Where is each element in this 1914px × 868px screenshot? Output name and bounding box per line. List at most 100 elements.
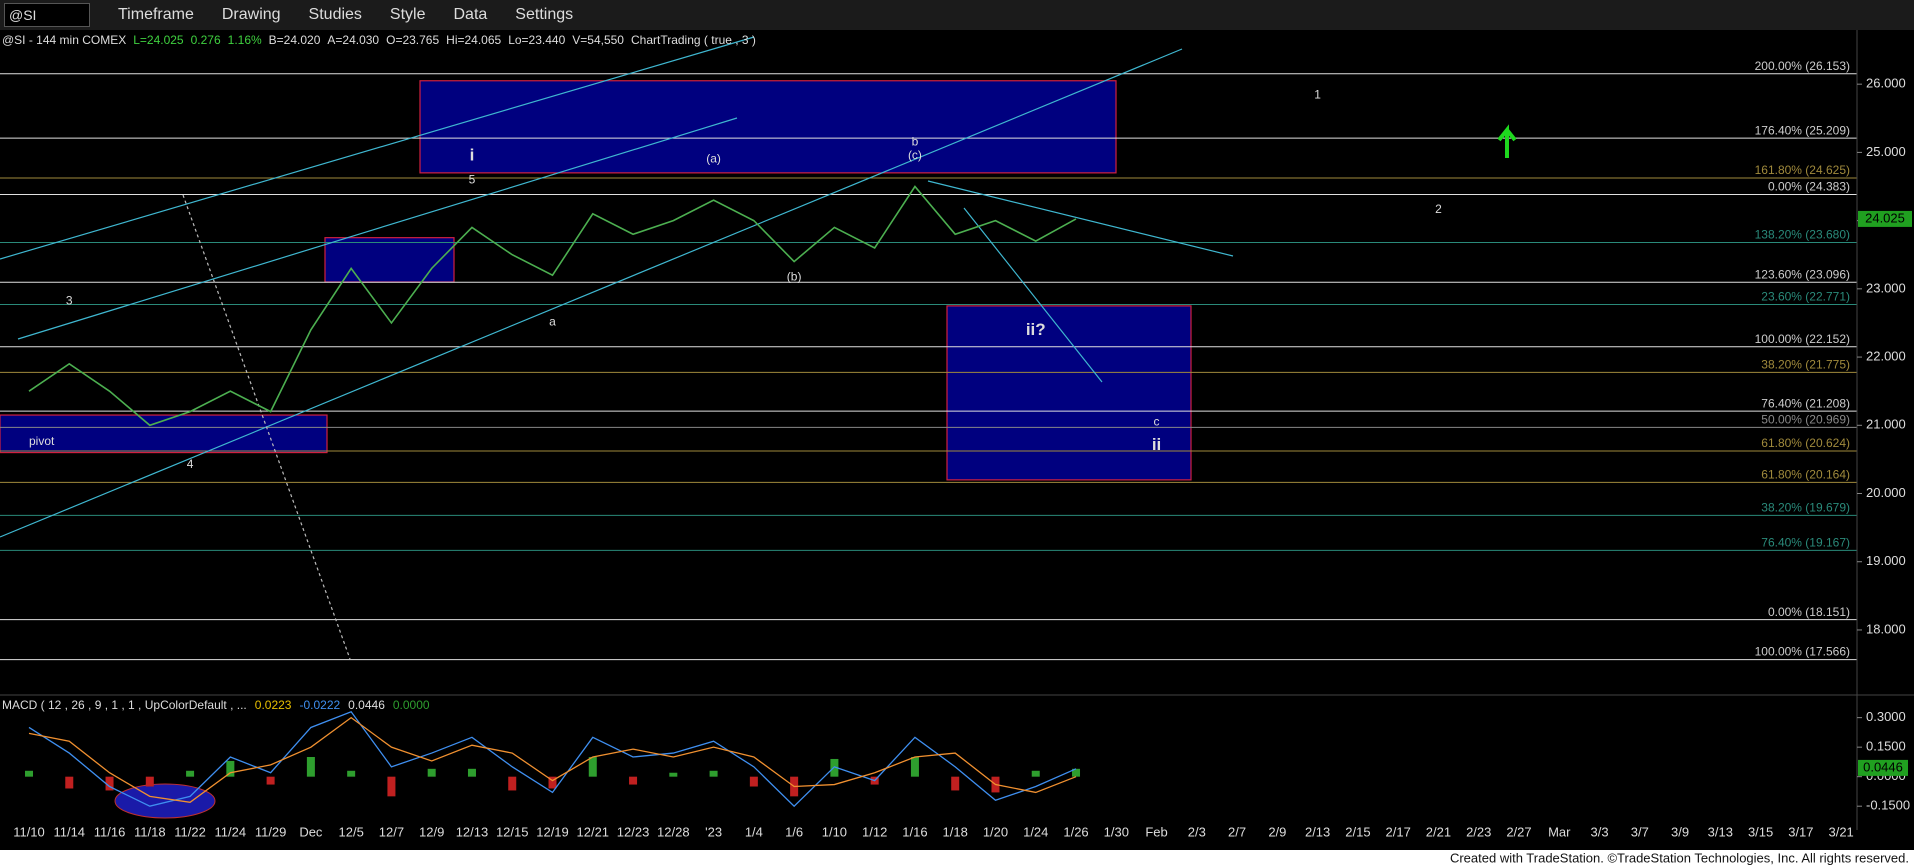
footer: Created with TradeStation. ©TradeStation… — [1450, 850, 1909, 865]
trend-line — [17, 117, 738, 340]
x-tick-label: 12/9 — [419, 824, 444, 839]
x-tick-label: 3/21 — [1828, 824, 1853, 839]
x-tick-label: 1/6 — [785, 824, 803, 839]
menu-item[interactable]: Settings — [515, 6, 574, 23]
x-tick-label: 2/23 — [1466, 824, 1491, 839]
x-tick-label: 11/16 — [94, 824, 126, 839]
x-tick-label: 12/21 — [577, 824, 610, 839]
trend-line — [182, 194, 351, 660]
trend-line — [0, 36, 755, 260]
footer-band — [0, 850, 1914, 868]
macd-histogram-bar — [467, 768, 476, 777]
macd-text: MACD ( 12 , 26 , 9 , 1 , 1 , UpColorDefa… — [2, 698, 247, 712]
x-tick-label: 12/5 — [339, 824, 364, 839]
toolbar: @SI Timeframe Drawing Studies Style Data… — [0, 0, 1914, 31]
macd-histogram-bar — [910, 757, 919, 777]
level-label: 61.80% (20.624) — [1761, 436, 1850, 450]
macd-histogram-bar — [709, 770, 718, 777]
macd-histogram-bar — [830, 758, 839, 777]
level-label: 0.00% (24.383) — [1768, 180, 1850, 194]
level-label: 161.80% (24.625) — [1755, 163, 1850, 177]
macd-histogram-bar — [669, 772, 678, 777]
info-text: 0.276 — [191, 33, 221, 47]
macd-histogram-bar — [226, 760, 235, 777]
wave-label: ii — [1152, 435, 1161, 454]
symbol-box[interactable]: @SI — [4, 3, 90, 27]
x-tick-label: 3/3 — [1590, 824, 1608, 839]
wave-label: 1 — [1314, 87, 1321, 101]
level-label: 123.60% (23.096) — [1755, 267, 1850, 281]
info-text: Hi=24.065 — [446, 33, 501, 47]
x-tick-label: Feb — [1145, 824, 1167, 839]
level-label: 23.60% (22.771) — [1761, 290, 1850, 304]
y-tick-label: 22.000 — [1866, 349, 1906, 364]
y-tick-label: 18.000 — [1866, 621, 1906, 636]
macd-histogram-bar — [65, 776, 74, 789]
x-tick-label: 1/12 — [862, 824, 887, 839]
zone — [324, 237, 455, 283]
y-tick-label: 26.000 — [1866, 76, 1906, 91]
macd-histogram-bar — [588, 757, 597, 777]
x-tick-label: 2/13 — [1305, 824, 1330, 839]
menu-item[interactable]: Drawing — [221, 6, 281, 23]
menu-item[interactable]: Studies — [308, 6, 362, 23]
y-tick-label: 25.000 — [1866, 144, 1906, 159]
wave-label: pivot — [29, 434, 55, 448]
menu-item[interactable]: Timeframe — [118, 6, 194, 23]
macd-text: 0.0000 — [393, 698, 430, 712]
level-label: 76.40% (21.208) — [1761, 396, 1850, 410]
y-tick-label: 23.000 — [1866, 280, 1906, 295]
macd-last-label: 0.0446 — [1863, 759, 1903, 774]
macd-histogram-bar — [548, 776, 557, 789]
level-label: 200.00% (26.153) — [1755, 59, 1850, 73]
x-tick-label: 11/29 — [255, 824, 287, 839]
arrow — [1497, 124, 1517, 158]
y-tick-label: -0.1500 — [1866, 798, 1910, 813]
x-tick-label: 1/20 — [983, 824, 1008, 839]
info-text: ChartTrading ( true , 3 ) — [631, 33, 756, 47]
wave-label: a — [549, 314, 556, 328]
wave-label: (c) — [908, 148, 922, 162]
x-tick-label: 2/15 — [1345, 824, 1370, 839]
level-label: 0.00% (18.151) — [1768, 605, 1850, 619]
x-tick-label: 1/18 — [943, 824, 968, 839]
level-label: 38.20% (21.775) — [1761, 358, 1850, 372]
macd-text: -0.0222 — [299, 698, 340, 712]
info-text: 1.16% — [228, 33, 262, 47]
x-tick-label: 3/9 — [1671, 824, 1689, 839]
info-text: @SI - 144 min COMEX — [2, 33, 126, 47]
wave-label: 2 — [1435, 202, 1442, 216]
price-line — [28, 185, 1077, 427]
level-label: 61.80% (20.164) — [1761, 467, 1850, 481]
chart: 200.00% (26.153)176.40% (25.209)161.80% … — [0, 30, 1914, 868]
last-price-label: 24.025 — [1865, 210, 1905, 225]
macd-last-tag — [1858, 759, 1908, 776]
level-label: 50.00% (20.969) — [1761, 413, 1850, 427]
macd-histogram-bar — [629, 776, 638, 785]
x-tick-label: 2/3 — [1188, 824, 1206, 839]
macd-text: 0.0446 — [348, 698, 385, 712]
macd-histogram-bar — [266, 776, 275, 785]
wave-label: i — [470, 145, 475, 164]
last-price-tag — [1858, 210, 1912, 227]
x-tick-label: 1/24 — [1023, 824, 1048, 839]
macd-histogram-bar — [951, 776, 960, 791]
x-tick-label: Dec — [299, 824, 323, 839]
x-tick-label: 2/7 — [1228, 824, 1246, 839]
menu-item[interactable]: Style — [389, 6, 426, 23]
info-text: Lo=23.440 — [508, 33, 565, 47]
level-label: 100.00% (17.566) — [1755, 645, 1850, 659]
y-tick-label: 20.000 — [1866, 485, 1906, 500]
x-tick-label: 12/28 — [657, 824, 690, 839]
macd-histogram-bar — [347, 770, 356, 777]
wave-label: 4 — [187, 457, 194, 471]
y-tick-label: 21.000 — [1866, 417, 1906, 432]
x-tick-label: 11/10 — [13, 824, 45, 839]
info-text: B=24.020 — [269, 33, 321, 47]
x-tick-label: 12/13 — [456, 824, 489, 839]
wave-label: ii? — [1026, 320, 1046, 339]
trend-lines — [0, 36, 1234, 660]
macd-histogram-bar — [306, 757, 315, 777]
menu-item[interactable]: Data — [453, 6, 488, 23]
macd-histogram-bar — [145, 776, 154, 787]
